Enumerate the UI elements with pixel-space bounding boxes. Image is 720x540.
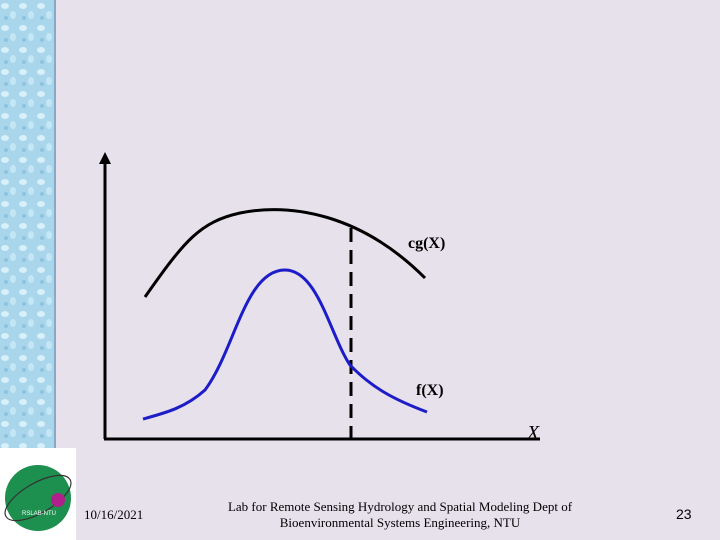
y-axis-arrowhead — [99, 152, 111, 164]
lab-logo: RSLAB-NTU — [0, 448, 76, 540]
curve-f-label: f(X) — [416, 382, 444, 399]
curve-cg-label: cg(X) — [408, 235, 445, 252]
footer-lab-line-2: Bioenvironmental Systems Engineering, NT… — [279, 515, 521, 530]
logo-text: RSLAB-NTU — [22, 511, 56, 517]
x-axis-label: X — [526, 422, 540, 444]
footer-lab-line-1: Lab for Remote Sensing Hydrology and Spa… — [227, 499, 573, 514]
decorative-sidebar — [0, 0, 56, 450]
curve-f — [142, 268, 428, 421]
page-number: 23 — [676, 506, 692, 522]
density-diagram: cg(X) f(X) X — [99, 152, 540, 444]
footer-date: 10/16/2021 — [84, 507, 144, 522]
curve-cg — [143, 208, 427, 298]
footer-lab-name: Lab for Remote Sensing Hydrology and Spa… — [180, 499, 620, 531]
